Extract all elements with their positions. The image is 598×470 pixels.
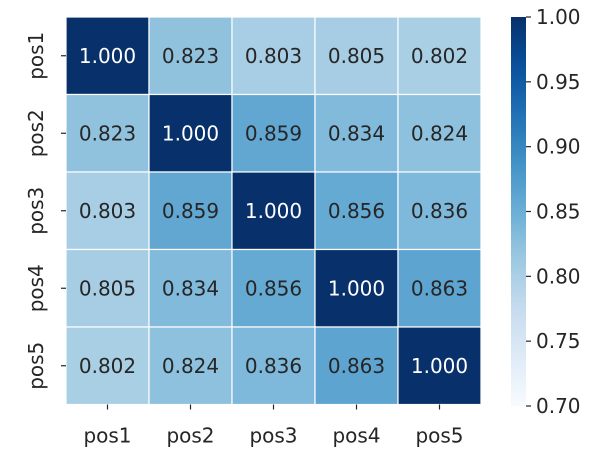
y-tick-label: pos2: [24, 109, 48, 157]
cell-value-label: 0.823: [162, 44, 219, 68]
colorbar-tick-label: 0.95: [536, 70, 581, 94]
colorbar-ticks: 0.70 0.75 0.80 0.85 0.90 0.95 1.00: [526, 5, 581, 418]
x-tick-label: pos2: [166, 424, 214, 448]
colorbar: 0.70 0.75 0.80 0.85 0.90 0.95 1.00: [511, 5, 581, 418]
heatmap-cell-r1-c2: [148, 16, 233, 96]
heatmap-cell-r5-c3: [231, 326, 316, 406]
colorbar-tick-label: 0.75: [536, 329, 581, 353]
cell-value-label: 0.834: [162, 276, 219, 300]
x-tick-label: pos1: [83, 424, 131, 448]
colorbar-gradient: [511, 17, 526, 406]
cell-value-label: 0.824: [162, 354, 219, 378]
colorbar-tick-label: 0.90: [536, 135, 581, 159]
cell-value-label: 0.856: [245, 276, 302, 300]
cell-value-label: 0.836: [411, 199, 468, 223]
cell-value-label: 1.000: [328, 276, 385, 300]
cell-value-label: 0.824: [411, 121, 468, 145]
x-tick-label: pos3: [249, 424, 297, 448]
cell-value-label: 0.803: [245, 44, 302, 68]
cell-value-label: 1.000: [411, 354, 468, 378]
heatmap-cell-r2-c3: [231, 93, 316, 173]
heatmap-cell-r2-c5: [397, 93, 482, 173]
heatmap-cell-r2-c1: [65, 93, 150, 173]
heatmap-cell-r4-c4: [314, 248, 399, 328]
cell-value-label: 1.000: [162, 121, 219, 145]
heatmap-cell-r4-c5: [397, 248, 482, 328]
cell-value-label: 0.856: [328, 199, 385, 223]
heatmap-cell-r1-c3: [231, 16, 316, 96]
cell-value-label: 0.802: [411, 44, 468, 68]
cell-value-label: 1.000: [79, 44, 136, 68]
heatmap-cell-r1-c4: [314, 16, 399, 96]
cell-value-label: 0.863: [328, 354, 385, 378]
heatmap-cell-r3-c5: [397, 171, 482, 251]
y-axis: pos1 pos2 pos3 pos4 pos5: [24, 32, 66, 390]
y-tick-label: pos1: [24, 32, 48, 80]
y-tick-label: pos4: [24, 264, 48, 312]
cell-value-label: 0.802: [79, 354, 136, 378]
heatmap-cell-r5-c1: [65, 326, 150, 406]
heatmap-cell-r3-c2: [148, 171, 233, 251]
heatmap-cell-r4-c2: [148, 248, 233, 328]
cell-value-label: 0.834: [328, 121, 385, 145]
heatmap-cell-r5-c5: [397, 326, 482, 406]
cell-value-label: 0.863: [411, 276, 468, 300]
heatmap-cell-r1-c1: [65, 16, 150, 96]
cell-value-label: 0.805: [328, 44, 385, 68]
cell-value-label: 0.859: [162, 199, 219, 223]
x-tick-label: pos4: [332, 424, 380, 448]
x-tick-label: pos5: [415, 424, 463, 448]
cell-value-label: 0.836: [245, 354, 302, 378]
x-axis: pos1 pos2 pos3 pos4 pos5: [83, 404, 464, 448]
heatmap-cell-r3-c4: [314, 171, 399, 251]
cell-value-label: 1.000: [245, 199, 302, 223]
heatmap-cell-r5-c2: [148, 326, 233, 406]
cell-value-label: 0.803: [79, 199, 136, 223]
cell-labels: 1.000 0.823 0.803 0.805 0.802 0.823 1.000 0.859…: [79, 44, 468, 378]
colorbar-tick-label: 0.80: [536, 264, 581, 288]
cell-value-label: 0.859: [245, 121, 302, 145]
y-tick-label: pos3: [24, 187, 48, 235]
heatmap-cell-r4-c3: [231, 248, 316, 328]
colorbar-tick-label: 1.00: [536, 5, 581, 29]
cell-value-label: 0.805: [79, 276, 136, 300]
heatmap-cells: [65, 16, 482, 406]
cell-value-label: 0.823: [79, 121, 136, 145]
y-tick-label: pos5: [24, 342, 48, 390]
colorbar-tick-label: 0.85: [536, 200, 581, 224]
colorbar-tick-label: 0.70: [536, 394, 581, 418]
